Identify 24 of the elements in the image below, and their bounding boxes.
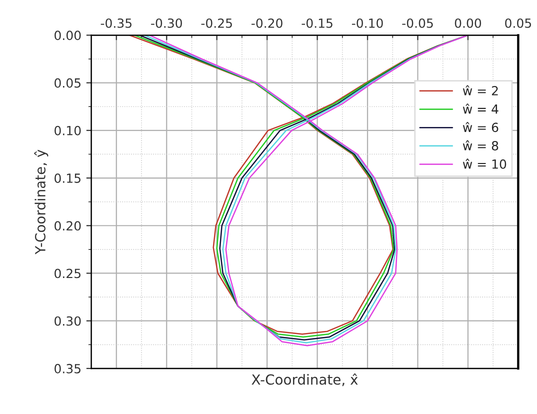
- x-tick-label: -0.10: [352, 18, 383, 28]
- x-tick-label: -0.30: [151, 18, 182, 28]
- x-tick-label: -0.20: [252, 18, 282, 28]
- x-tick-label: -0.15: [302, 18, 332, 28]
- y-tick-label: 0.05: [54, 78, 80, 88]
- y-tick-label: 0.20: [54, 221, 81, 231]
- x-axis-title: X-Coordinate, x̂: [252, 373, 358, 386]
- x-tick-label: 0.00: [454, 18, 482, 28]
- legend-label: ŵ = 2: [462, 85, 498, 96]
- y-tick-label: 0.00: [54, 30, 81, 40]
- legend-label: ŵ = 10: [462, 158, 506, 169]
- y-tick-label: 0.35: [54, 364, 80, 374]
- x-tick-label: -0.25: [201, 18, 232, 28]
- legend-label: ŵ = 4: [462, 104, 498, 114]
- y-axis-title: Y-Coordinate, ŷ: [34, 150, 48, 254]
- legend-label: ŵ = 8: [462, 140, 498, 150]
- x-tick-label: -0.05: [402, 18, 433, 28]
- y-tick-label: 0.25: [54, 268, 80, 278]
- x-tick-label: 0.05: [505, 18, 532, 28]
- legend-label: ŵ = 6: [462, 122, 498, 132]
- y-tick-label: 0.30: [54, 316, 81, 326]
- y-tick-label: 0.15: [54, 173, 80, 183]
- y-tick-label: 0.10: [54, 126, 81, 136]
- x-tick-label: -0.35: [100, 18, 132, 28]
